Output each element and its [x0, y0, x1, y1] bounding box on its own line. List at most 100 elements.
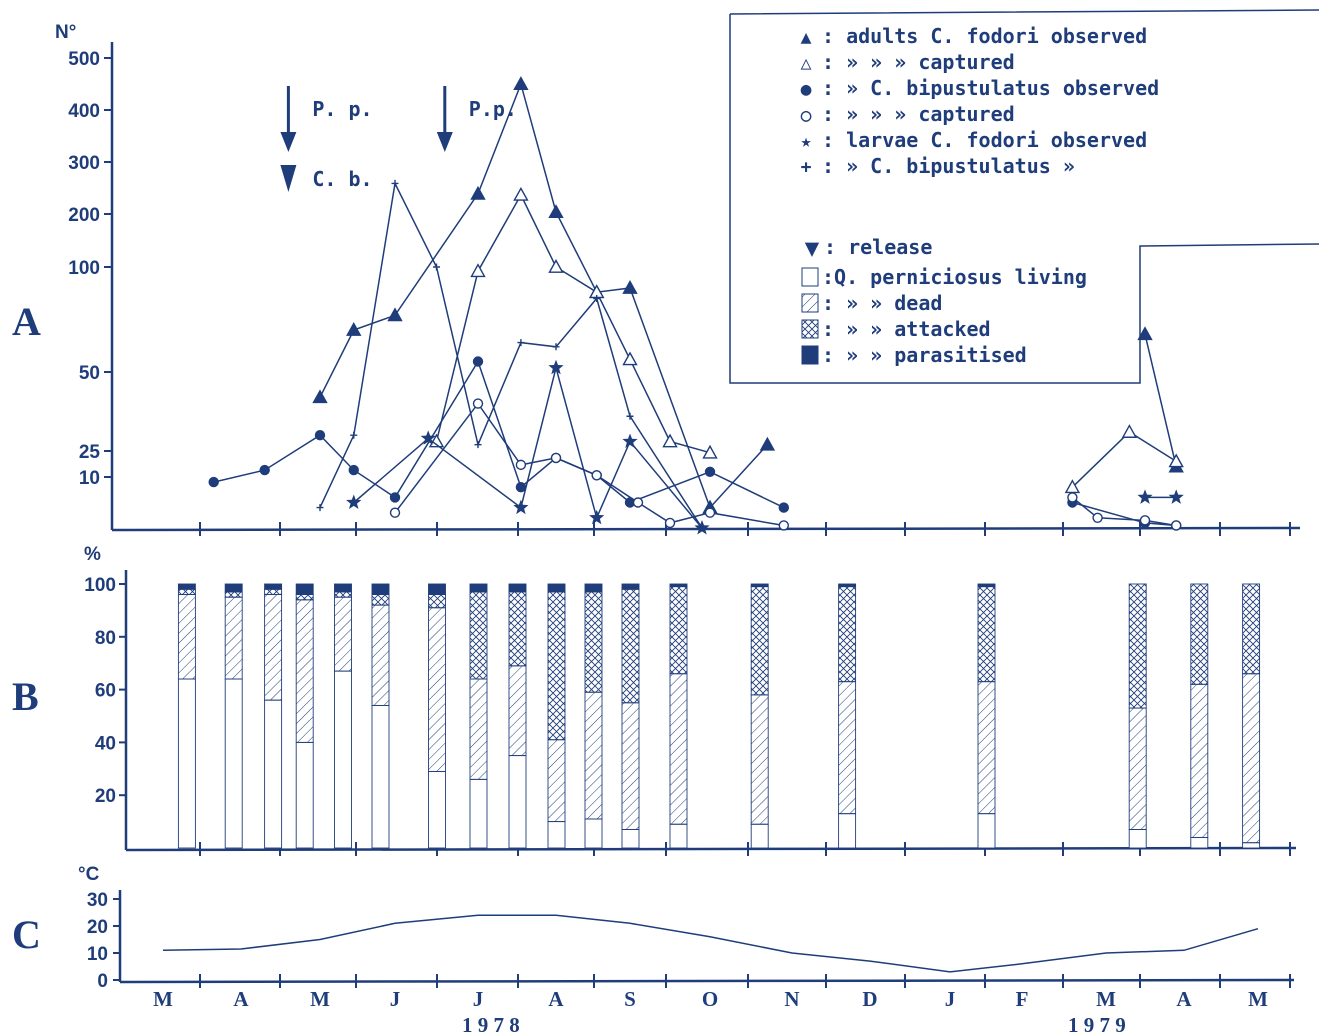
stacked-bar: [622, 584, 639, 848]
bar-segment-dead: [225, 597, 242, 679]
bar-segment-dead: [372, 605, 389, 705]
data-point: [391, 493, 400, 502]
bar-segment-dead: [265, 595, 282, 701]
series-line: [1145, 334, 1176, 466]
bar-segment-living: [372, 705, 389, 848]
data-point: [517, 339, 524, 346]
year-label-1978: 1 9 7 8: [462, 1013, 520, 1036]
data-point: [516, 460, 525, 469]
data-point: [317, 504, 324, 511]
bar-segment-living: [225, 679, 242, 848]
data-point: [1123, 426, 1136, 438]
month-label: D: [862, 987, 877, 1011]
bar-segment-living: [585, 819, 602, 848]
bar-segment-attacked: [751, 587, 768, 695]
y-tick-label: 80: [95, 628, 116, 649]
bar-segment-dead: [622, 703, 639, 830]
data-point: [664, 435, 677, 447]
bar-segment-attacked: [335, 592, 352, 597]
bar-segment-living: [509, 756, 526, 848]
bar-segment-living: [470, 779, 487, 848]
release-markers: P. p.C. b.P.p.: [280, 86, 517, 192]
data-point: [779, 521, 788, 530]
panel-label-a: A: [12, 299, 41, 344]
panel-label-b: B: [12, 674, 39, 719]
legend-bar-label: : » » dead: [822, 291, 942, 315]
bar-segment-living: [622, 830, 639, 848]
panel-a-ylabel: N°: [55, 22, 76, 43]
legend-bar-label: :Q. perniciosus living: [822, 265, 1087, 289]
stacked-bar: [265, 584, 282, 848]
data-point: [260, 466, 269, 475]
bar-segment-attacked: [178, 589, 195, 594]
bar-segment-parasitised: [296, 584, 313, 595]
data-point: [706, 467, 715, 476]
month-label: A: [1176, 987, 1192, 1011]
bar-segment-attacked: [1191, 584, 1208, 684]
month-label: N: [784, 987, 799, 1011]
legend-swatch: [802, 294, 818, 312]
series-line: [1072, 497, 1176, 525]
y-tick-label: 30: [87, 890, 108, 911]
legend-symbol: ▲: [801, 27, 812, 48]
bar-segment-attacked: [1243, 584, 1260, 674]
bar-segment-dead: [296, 600, 313, 743]
data-point: [391, 508, 400, 517]
series-cf_adult_obs: [314, 78, 774, 513]
y-tick-label: 0: [97, 971, 108, 992]
bar-segment-attacked: [585, 592, 602, 692]
stacked-bar: [670, 584, 687, 848]
legend-label: : larvae C. fodori observed: [822, 128, 1147, 152]
data-point: [472, 187, 485, 199]
month-labels: MAMJJASONDJFMAM: [153, 987, 1268, 1011]
data-point: [514, 78, 527, 90]
data-point: [347, 324, 360, 336]
month-label: J: [390, 987, 401, 1011]
y-tick-label: 200: [68, 205, 100, 226]
data-point: [316, 431, 325, 440]
bar-segment-dead: [751, 695, 768, 824]
data-point: [1172, 521, 1181, 530]
bar-segment-dead: [585, 692, 602, 819]
legend-symbol: △: [801, 53, 812, 74]
bar-segment-living: [178, 679, 195, 848]
stacked-bar: [509, 584, 526, 848]
stacked-bar: [1129, 584, 1146, 848]
stacked-bar: [1243, 584, 1260, 848]
panel-label-c: C: [12, 912, 41, 957]
month-label: S: [624, 987, 636, 1011]
bar-segment-living: [839, 814, 856, 848]
release-label: C. b.: [312, 167, 372, 191]
stacked-bar: [178, 584, 195, 848]
y-tick-label: 100: [68, 258, 100, 279]
data-point: [209, 478, 218, 487]
bar-segment-living: [670, 824, 687, 848]
data-point: [548, 360, 563, 375]
bar-segment-parasitised: [335, 584, 352, 592]
data-point: [1137, 489, 1152, 504]
series-line: [1072, 432, 1176, 487]
stacked-bar: [296, 584, 313, 848]
month-label: M: [310, 987, 330, 1011]
bar-segment-parasitised: [265, 584, 282, 589]
series-cf_adult_cap_1979: [1066, 426, 1183, 493]
data-point: [1068, 493, 1077, 502]
y-tick-label: 300: [68, 153, 100, 174]
data-point: [779, 503, 788, 512]
data-point: [514, 188, 527, 200]
legend-bar-label: : » » attacked: [822, 317, 991, 341]
panel-b: % 100 80 60 40 20: [84, 544, 1296, 856]
bar-segment-attacked: [509, 592, 526, 666]
series-cb_adult_cap: [391, 399, 789, 530]
data-point: [1141, 516, 1150, 525]
bar-segment-attacked: [470, 592, 487, 679]
legend-swatch: [802, 346, 818, 364]
data-point: [475, 441, 482, 448]
stacked-bar: [335, 584, 352, 848]
month-label: J: [473, 987, 484, 1011]
bar-segment-dead: [978, 682, 995, 814]
data-point: [433, 264, 440, 271]
legend-label: : » » » captured: [822, 102, 1015, 126]
data-point: [516, 483, 525, 492]
data-point: [589, 510, 604, 525]
